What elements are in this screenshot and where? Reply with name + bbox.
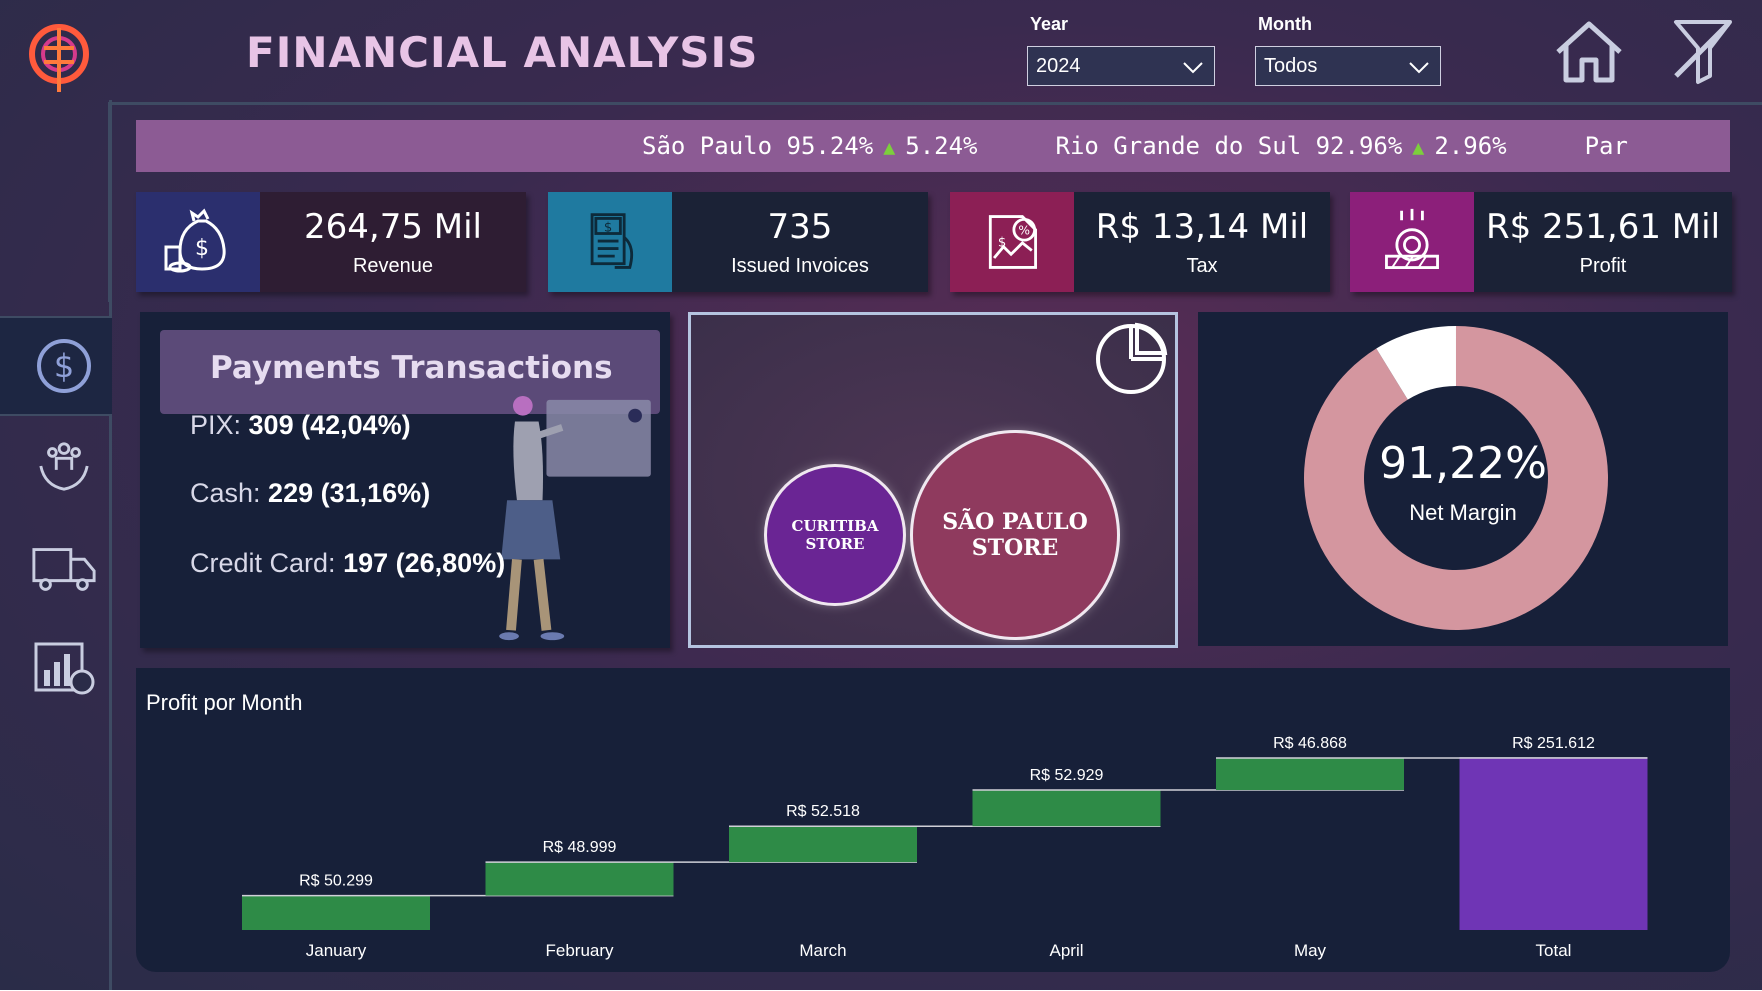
svg-text:$: $ <box>604 221 612 236</box>
kpi-label: Issued Invoices <box>731 254 869 277</box>
data-label: R$ 46.868 <box>1273 735 1347 752</box>
home-icon[interactable] <box>1552 18 1626 84</box>
person-presenting-illustration <box>499 395 651 641</box>
sidebar-item-delivery[interactable] <box>26 530 102 606</box>
up-arrow-icon: ▲ <box>1412 135 1425 159</box>
kpi-profit: R$ 251,61 Mil Profit <box>1350 192 1732 292</box>
svg-text:%: % <box>1018 223 1030 237</box>
chevron-down-icon <box>1409 62 1429 74</box>
invoice-icon: $ <box>548 192 672 292</box>
ticker-item: Rio Grande do Sul 92.96% ▲ 2.96% <box>1055 132 1507 160</box>
kpi-value: 735 <box>767 206 833 247</box>
kpi-tax: % $ R$ 13,14 Mil Tax <box>950 192 1330 292</box>
svg-text:$: $ <box>195 236 209 261</box>
year-select-value: 2024 <box>1036 54 1081 77</box>
svg-text:$: $ <box>54 347 74 385</box>
month-select-value: Todos <box>1264 54 1318 77</box>
x-tick-label: Total <box>1536 941 1572 960</box>
year-select[interactable]: 2024 <box>1027 46 1215 86</box>
kpi-label: Revenue <box>352 254 434 277</box>
net-margin-panel: 91,22% Net Margin <box>1198 312 1728 646</box>
profit-by-month-chart: Profit por Month R$ 50.299 January R$ 48.9… <box>136 668 1730 972</box>
sidebar-item-people[interactable] <box>26 428 102 504</box>
state-ticker: São Paulo 95.24% ▲ 5.24% Rio Grande do Sul… <box>136 120 1730 172</box>
chart-title: Profit por Month <box>146 690 303 715</box>
svg-text:$: $ <box>998 236 1006 251</box>
month-label: Month <box>1258 14 1312 34</box>
x-tick-label: April <box>1049 941 1083 960</box>
payments-title: Payments Transactions <box>210 350 613 386</box>
month-select[interactable]: Todos <box>1255 46 1441 86</box>
net-margin-label: Net Margin <box>1409 500 1517 525</box>
kpi-invoices: $ 735 Issued Invoices <box>548 192 928 292</box>
payments-panel: Payments Transactions PIX: 309 (42,04%) … <box>140 312 670 648</box>
stores-panel: CURITIBA STORE SÃO PAULO STORE <box>688 312 1178 648</box>
main-frame <box>108 102 1762 302</box>
waterfall-bar[interactable] <box>485 862 674 896</box>
chevron-down-icon <box>1183 62 1203 74</box>
sidebar <box>0 100 112 991</box>
pie-chart-icon <box>1096 322 1168 394</box>
truck-icon <box>32 548 96 591</box>
kpi-value: R$ 13,14 Mil <box>1095 206 1309 247</box>
dollar-icon: $ <box>37 339 91 393</box>
sidebar-active-bg <box>0 316 112 416</box>
payment-cash: Cash: 229 (31,16%) <box>190 478 431 508</box>
store-bubble-sao-paulo[interactable]: SÃO PAULO STORE <box>913 433 1117 637</box>
store-bubble-curitiba[interactable]: CURITIBA STORE <box>767 467 903 603</box>
waterfall-bar[interactable] <box>1216 757 1404 791</box>
data-label: R$ 52.518 <box>786 803 860 820</box>
x-tick-label: March <box>799 941 846 960</box>
tax-document-icon: % $ <box>950 192 1074 292</box>
chart-cart-icon <box>34 642 95 695</box>
sidebar-item-sales[interactable] <box>26 630 102 706</box>
kpi-label: Profit <box>1579 254 1627 277</box>
x-tick-label: January <box>306 941 367 960</box>
coin-pot-icon <box>1350 192 1474 292</box>
waterfall-bar[interactable] <box>972 790 1161 827</box>
x-tick-label: May <box>1294 941 1327 960</box>
ticker-item: São Paulo 95.24% ▲ 5.24% <box>642 132 978 160</box>
ticker-item: Par <box>1584 132 1628 160</box>
payment-pix: PIX: 309 (42,04%) <box>190 410 411 440</box>
clear-filter-icon[interactable] <box>1670 16 1736 86</box>
net-margin-value: 91,22% <box>1379 438 1547 489</box>
up-arrow-icon: ▲ <box>883 135 896 159</box>
hands-people-icon <box>39 442 89 491</box>
donut-slice-margin[interactable] <box>1304 326 1608 630</box>
data-label: R$ 48.999 <box>543 839 617 856</box>
waterfall-bar[interactable] <box>729 826 917 863</box>
kpi-value: R$ 251,61 Mil <box>1485 206 1721 247</box>
net-margin-donut <box>1304 326 1608 630</box>
data-label: R$ 251.612 <box>1512 735 1595 752</box>
data-label: R$ 50.299 <box>299 873 373 890</box>
payment-credit-card: Credit Card: 197 (26,80%) <box>190 548 506 578</box>
donut-slice-rest[interactable] <box>1376 326 1456 400</box>
money-bag-icon: $ <box>136 192 260 292</box>
kpi-revenue: $ 264,75 Mil Revenue <box>136 192 526 292</box>
waterfall-bar[interactable] <box>242 895 430 930</box>
kpi-label: Tax <box>1186 254 1218 277</box>
logo-icon <box>29 24 89 92</box>
sidebar-item-finance[interactable]: $ <box>26 328 102 404</box>
year-label: Year <box>1030 14 1069 34</box>
page-title: FINANCIAL ANALYSIS <box>246 28 759 77</box>
kpi-value: 264,75 Mil <box>303 206 482 247</box>
waterfall-svg: R$ 50.299 January R$ 48.999 February R$ 52.5… <box>242 735 1648 960</box>
x-tick-label: February <box>545 941 614 960</box>
waterfall-bar[interactable] <box>1459 758 1648 930</box>
data-label: R$ 52.929 <box>1030 767 1104 784</box>
